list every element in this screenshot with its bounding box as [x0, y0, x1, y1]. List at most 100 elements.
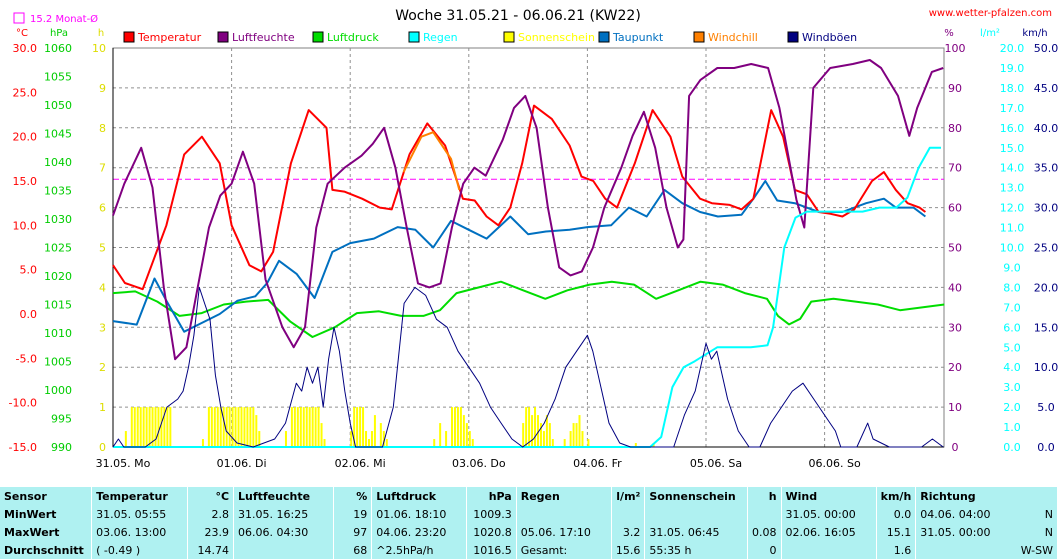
sunshine-bar — [201, 439, 204, 447]
sunshine-bar — [385, 439, 388, 447]
stats-cell: 97 — [333, 523, 373, 541]
axis-unit-hum: % — [944, 28, 954, 39]
sunshine-bar — [219, 407, 222, 447]
sunshine-bar — [587, 439, 590, 447]
sunshine-bar — [284, 431, 287, 447]
stats-cell: N — [1010, 523, 1058, 541]
sunshine-bar — [462, 415, 465, 447]
stats-cell: 1020.8 — [466, 523, 517, 541]
sunshine-bar — [465, 423, 468, 447]
tick-label-hum: 60 — [948, 202, 962, 215]
sunshine-bar — [382, 431, 385, 447]
stats-cell: 03.06. 13:00 — [91, 523, 188, 541]
stats-cell — [1010, 487, 1058, 505]
legend-entry: Luftfeuchte — [217, 31, 295, 44]
sunshine-bar — [471, 439, 474, 447]
tick-label-temp: 15.0 — [13, 175, 38, 188]
tick-label-wind: 20.0 — [1034, 281, 1058, 294]
sunshine-bar — [572, 423, 575, 447]
tick-label-wind: 5.0 — [1037, 401, 1055, 414]
tick-label-temp: 20.0 — [13, 131, 38, 144]
sunshine-bar — [433, 439, 436, 447]
series-rain_cumulative — [113, 146, 941, 448]
axes: °C30.025.020.015.010.05.00.0-5.0-10.0-15… — [9, 28, 1058, 470]
tick-label-press: 1050 — [44, 99, 72, 112]
sunshine-bar — [207, 407, 210, 447]
stats-cell — [747, 505, 782, 523]
stats-cell: 68 — [333, 541, 373, 559]
stats-cell: Gesamt: — [516, 541, 612, 559]
stats-cell: h — [747, 487, 782, 505]
stats-cell: ^2.5hPa/h — [371, 541, 468, 559]
sunshine-bar — [575, 423, 578, 447]
legend-swatch — [787, 31, 799, 43]
sunshine-bar — [370, 431, 373, 447]
series-humidity — [112, 59, 944, 361]
sunshine-bar — [445, 431, 448, 447]
sunshine-bar — [551, 439, 554, 447]
sunshine-bar — [468, 431, 471, 447]
sunshine-bar — [157, 407, 160, 447]
sunshine-bar — [293, 407, 296, 447]
axis-unit-rain: l/m² — [980, 28, 1000, 39]
sunshine-bar — [169, 407, 172, 447]
tick-label-sun: 7 — [99, 162, 106, 175]
stats-cell: 31.05. 05:55 — [91, 505, 188, 523]
tick-label-wind: 0.0 — [1037, 441, 1055, 454]
tick-label-hum: 100 — [945, 42, 966, 55]
sunshine-bar — [151, 407, 154, 447]
legend-label: Luftfeuchte — [232, 31, 295, 44]
tick-label-hum: 90 — [948, 82, 962, 95]
sunshine-bar — [234, 407, 237, 447]
sunshine-bar — [305, 407, 308, 447]
sunshine-bar — [246, 407, 249, 447]
tick-label-sun: 3 — [99, 321, 106, 334]
sunshine-bar — [569, 431, 572, 447]
tick-label-rain: 4.0 — [1003, 361, 1021, 374]
stats-cell: 19 — [333, 505, 373, 523]
sunshine-bar — [210, 407, 213, 447]
tick-label-rain: 13.0 — [1000, 182, 1025, 195]
legend-label: Taupunkt — [612, 31, 664, 44]
stats-cell: 14.74 — [187, 541, 235, 559]
tick-label-temp: -5.0 — [16, 352, 37, 365]
stats-table: Sensor Temperatur °C Luftfeuchte% Luftdruck h… — [0, 487, 1058, 559]
tick-label-sun: 1 — [99, 401, 106, 414]
stats-cell: 1.6 — [876, 541, 917, 559]
legend-swatch — [408, 31, 420, 43]
weather-chart: °C30.025.020.015.010.05.00.0-5.0-10.0-15… — [9, 8, 1058, 470]
stats-cell: Regen — [516, 487, 612, 505]
sunshine-bar — [299, 407, 302, 447]
tick-label-press: 1010 — [44, 327, 72, 340]
series-dewpoint — [112, 180, 926, 333]
series-pressure — [112, 280, 945, 338]
tick-label-wind: 15.0 — [1034, 321, 1058, 334]
sunshine-bar — [249, 407, 252, 447]
tick-label-sun: 9 — [99, 82, 106, 95]
sunshine-bar — [243, 407, 246, 447]
sunshine-bar — [142, 407, 145, 447]
sunshine-bar — [258, 431, 261, 447]
stats-cell: 2.8 — [187, 505, 235, 523]
legend-entry: Taupunkt — [598, 31, 664, 44]
tick-label-hum: 70 — [948, 162, 962, 175]
stats-cell: Luftdruck — [371, 487, 468, 505]
tick-label-wind: 40.0 — [1034, 122, 1058, 135]
stats-cell: °C — [187, 487, 235, 505]
tick-label-rain: 18.0 — [1000, 82, 1025, 95]
x-tick-label: 03.06. Do — [452, 457, 506, 470]
sunshine-bar — [213, 407, 216, 447]
sunshine-bar — [133, 407, 136, 447]
legend-label: Luftdruck — [327, 31, 379, 44]
legend-label: Temperatur — [137, 31, 202, 44]
tick-label-rain: 1.0 — [1003, 421, 1021, 434]
sunshine-bar — [302, 407, 305, 447]
stats-cell: 31.05. 16:25 — [233, 505, 335, 523]
tick-label-rain: 3.0 — [1003, 381, 1021, 394]
tick-label-sun: 10 — [92, 42, 106, 55]
tick-label-press: 1020 — [44, 270, 72, 283]
stats-cell: hPa — [466, 487, 517, 505]
tick-label-press: 1015 — [44, 299, 72, 312]
tick-label-rain: 20.0 — [1000, 42, 1025, 55]
sunshine-bar — [163, 407, 166, 447]
